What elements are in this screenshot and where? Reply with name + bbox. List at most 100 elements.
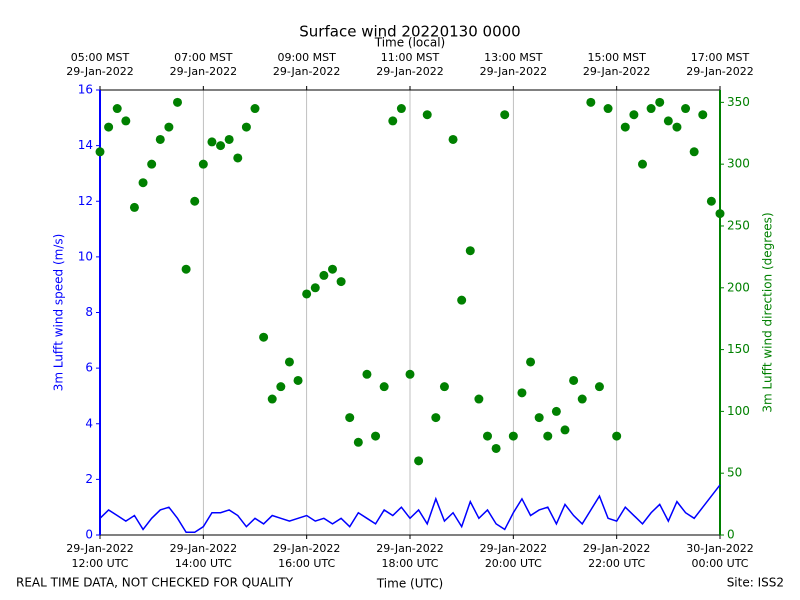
direction-point — [293, 375, 303, 385]
x2-tick-label: 17:00 MST 29-Jan-2022 — [686, 51, 754, 78]
y2-tick-label: 300 — [727, 157, 750, 171]
direction-point — [551, 406, 561, 416]
direction-point — [379, 382, 389, 392]
direction-point — [629, 110, 639, 120]
direction-point — [534, 413, 544, 423]
direction-point — [465, 246, 475, 256]
direction-point — [594, 382, 604, 392]
direction-point — [414, 456, 424, 466]
x2-tick-label: 13:00 MST 29-Jan-2022 — [480, 51, 548, 78]
direction-point — [181, 264, 191, 274]
direction-point — [138, 178, 148, 188]
chart-title: Surface wind 20220130 0000 — [299, 23, 520, 41]
direction-point — [431, 413, 441, 423]
direction-point — [603, 104, 613, 114]
direction-point — [543, 431, 553, 441]
y-tick-label: 14 — [78, 138, 93, 152]
direction-point — [483, 431, 492, 441]
direction-point — [104, 122, 114, 132]
y-tick-label: 4 — [85, 416, 93, 430]
direction-point — [336, 277, 346, 287]
direction-point — [672, 122, 682, 132]
direction-point — [698, 110, 708, 120]
direction-point — [129, 202, 139, 212]
footer-note: REAL TIME DATA, NOT CHECKED FOR QUALITY — [16, 576, 294, 590]
direction-point — [241, 122, 251, 132]
direction-point — [422, 110, 432, 120]
direction-point — [121, 116, 131, 126]
direction-point — [207, 137, 217, 147]
direction-point — [147, 159, 157, 169]
direction-point — [259, 332, 269, 342]
x-tick-label: 29-Jan-2022 12:00 UTC — [66, 542, 134, 570]
direction-point — [646, 104, 656, 114]
direction-point — [560, 425, 570, 435]
direction-point — [491, 443, 501, 453]
direction-point — [586, 97, 596, 107]
direction-point — [569, 375, 579, 385]
y-tick-label: 2 — [85, 472, 93, 486]
x-tick-label: 29-Jan-2022 22:00 UTC — [583, 542, 651, 570]
x-tick-label: 30-Jan-2022 00:00 UTC — [686, 542, 754, 570]
y-tick-label: 8 — [85, 305, 93, 319]
direction-point — [457, 295, 467, 305]
direction-point — [198, 159, 208, 169]
direction-point — [612, 431, 622, 441]
direction-point — [233, 153, 243, 163]
direction-point — [345, 413, 355, 423]
x-tick-label: 29-Jan-2022 18:00 UTC — [376, 542, 444, 570]
y2-tick-label: 100 — [727, 404, 750, 418]
direction-point — [112, 104, 122, 114]
x-tick-label: 29-Jan-2022 20:00 UTC — [480, 542, 548, 570]
y2-tick-label: 150 — [727, 342, 750, 356]
y2-tick-label: 350 — [727, 95, 750, 109]
direction-point — [224, 134, 234, 144]
y2-tick-label: 200 — [727, 280, 750, 294]
direction-point — [517, 388, 527, 398]
direction-point — [577, 394, 587, 404]
direction-point — [190, 196, 200, 206]
y-tick-label: 12 — [78, 194, 93, 208]
direction-point — [276, 382, 286, 392]
y-tick-label: 10 — [78, 249, 93, 263]
direction-point — [362, 369, 372, 379]
direction-point — [173, 97, 182, 107]
site-label: Site: ISS2 — [727, 576, 784, 590]
direction-point — [715, 209, 725, 219]
x-tick-label: 29-Jan-2022 16:00 UTC — [273, 542, 341, 570]
direction-point — [95, 147, 105, 157]
direction-point — [319, 270, 329, 280]
direction-point — [388, 116, 398, 126]
y2-axis-label: 3m Lufft wind direction (degrees) — [761, 212, 775, 412]
direction-point — [405, 369, 415, 379]
direction-point — [284, 357, 294, 367]
direction-point — [328, 264, 337, 274]
direction-point — [155, 134, 165, 144]
direction-point — [508, 431, 518, 441]
y2-tick-label: 50 — [727, 466, 742, 480]
x2-tick-label: 15:00 MST 29-Jan-2022 — [583, 51, 651, 78]
direction-point — [706, 196, 716, 206]
direction-point — [310, 283, 320, 293]
x2-tick-label: 09:00 MST 29-Jan-2022 — [273, 51, 341, 78]
direction-point — [689, 147, 699, 157]
direction-point — [655, 97, 665, 107]
y-axis-label: 3m Lufft wind speed (m/s) — [52, 234, 66, 392]
direction-point — [439, 382, 449, 392]
direction-point — [250, 104, 260, 114]
direction-point — [164, 122, 174, 132]
direction-point — [638, 159, 647, 169]
x-axis-label: Time (UTC) — [376, 577, 443, 591]
x-tick-label: 29-Jan-2022 14:00 UTC — [170, 542, 238, 570]
direction-point — [371, 431, 381, 441]
direction-point — [681, 104, 691, 114]
y-tick-label: 0 — [85, 528, 93, 542]
x2-axis-label: Time (local) — [374, 36, 446, 50]
direction-point — [663, 116, 673, 126]
direction-point — [267, 394, 277, 404]
direction-point — [302, 289, 312, 299]
direction-point — [474, 394, 484, 404]
speed-line — [99, 484, 721, 533]
direction-point — [620, 122, 630, 132]
